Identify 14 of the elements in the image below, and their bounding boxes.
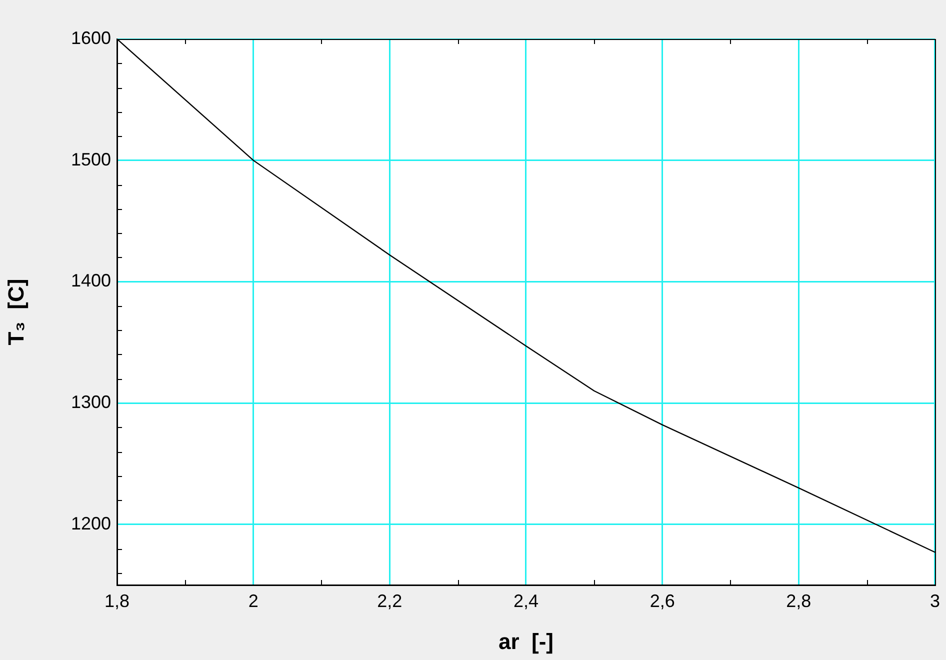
x-axis-title: ar [-] <box>498 628 554 654</box>
x-tick-label: 2,8 <box>786 590 812 611</box>
y-tick-label: 1600 <box>70 28 111 48</box>
x-tick-label: 2,4 <box>513 590 539 611</box>
y-tick-label: 1200 <box>70 513 111 534</box>
x-tick-label: 2 <box>248 590 258 611</box>
x-tick-label: 2,6 <box>650 590 675 611</box>
y-tick-label: 1300 <box>70 392 111 412</box>
x-tick-label: 1,8 <box>104 590 130 611</box>
y-tick-label: 1400 <box>70 270 111 291</box>
x-tick-label: 3 <box>930 590 940 611</box>
y-tick-label: 1500 <box>70 149 111 170</box>
y-axis-title: T₃ [C] <box>3 278 28 346</box>
x-tick-label: 2,2 <box>377 590 402 611</box>
